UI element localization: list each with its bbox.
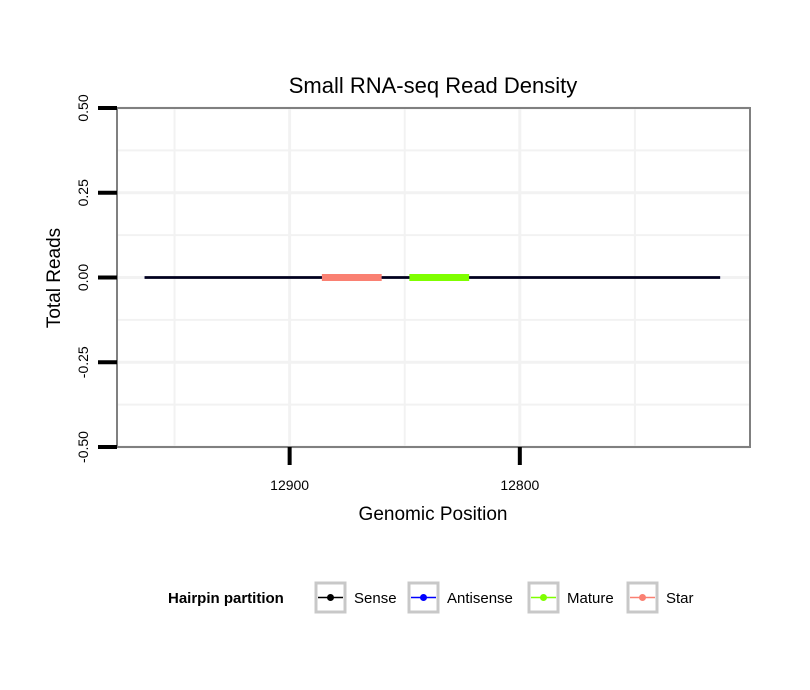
chart-title: Small RNA-seq Read Density (289, 73, 578, 98)
legend-label-sense: Sense (354, 590, 397, 607)
legend-label-star: Star (666, 590, 694, 607)
y-tick-label: -0.50 (75, 431, 91, 463)
x-tick-label: 12900 (270, 477, 309, 493)
y-tick-label: -0.25 (75, 346, 91, 378)
legend-key-point-sense (327, 594, 334, 601)
legend-key-point-antisense (420, 594, 427, 601)
y-tick-label: 0.00 (75, 264, 91, 291)
y-tick-label: 0.50 (75, 94, 91, 121)
y-axis-title: Total Reads (44, 228, 65, 328)
legend-key-point-star (639, 594, 646, 601)
legend-label-antisense: Antisense (447, 590, 513, 607)
legend-key-box-mature (527, 581, 560, 614)
y-tick-label: 0.25 (75, 179, 91, 206)
legend-title: Hairpin partition (168, 590, 284, 607)
legend: Hairpin partition Sense Antisense Mature Sta… (168, 581, 694, 614)
legend-key-point-mature (540, 594, 547, 601)
x-tick-label: 12800 (500, 477, 539, 493)
legend-label-mature: Mature (567, 590, 614, 607)
x-axis-title: Genomic Position (359, 504, 508, 525)
